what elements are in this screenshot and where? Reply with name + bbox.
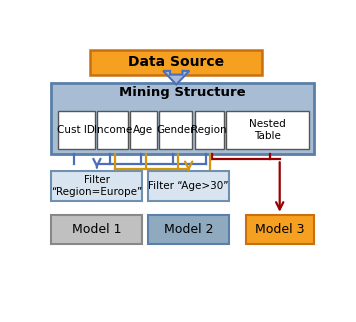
FancyBboxPatch shape xyxy=(195,110,224,149)
Text: Region: Region xyxy=(191,125,227,135)
FancyBboxPatch shape xyxy=(159,110,192,149)
Text: Age: Age xyxy=(134,125,153,135)
Text: Model 1: Model 1 xyxy=(72,223,122,236)
Text: Income: Income xyxy=(94,125,132,135)
Text: Cust ID: Cust ID xyxy=(57,125,95,135)
FancyBboxPatch shape xyxy=(148,215,229,244)
FancyBboxPatch shape xyxy=(58,110,95,149)
Polygon shape xyxy=(163,71,189,84)
Text: Model 2: Model 2 xyxy=(164,223,213,236)
FancyBboxPatch shape xyxy=(148,171,229,201)
FancyBboxPatch shape xyxy=(51,83,314,154)
FancyBboxPatch shape xyxy=(51,215,142,244)
FancyBboxPatch shape xyxy=(130,110,157,149)
Text: Gender: Gender xyxy=(156,125,195,135)
Text: Nested
Table: Nested Table xyxy=(249,119,286,141)
Text: Data Source: Data Source xyxy=(128,55,224,69)
FancyBboxPatch shape xyxy=(226,110,309,149)
Text: Filter
“Region=Europe”: Filter “Region=Europe” xyxy=(51,175,142,197)
Text: Filter “Age>30”: Filter “Age>30” xyxy=(148,181,229,191)
FancyBboxPatch shape xyxy=(51,171,142,201)
Text: Mining Structure: Mining Structure xyxy=(119,86,246,99)
FancyBboxPatch shape xyxy=(246,215,314,244)
Text: Model 3: Model 3 xyxy=(255,223,304,236)
FancyBboxPatch shape xyxy=(90,50,262,75)
FancyBboxPatch shape xyxy=(98,110,128,149)
